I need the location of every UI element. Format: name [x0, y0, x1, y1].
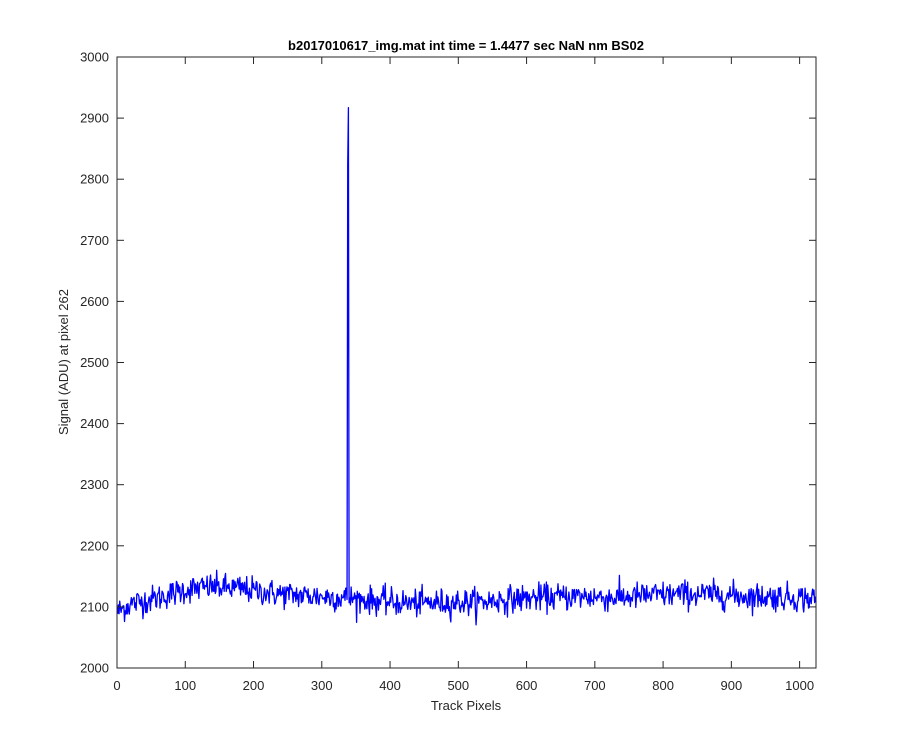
series-line-0: [117, 107, 817, 626]
y-tick-label: 2000: [80, 661, 109, 676]
y-axis-label: Signal (ADU) at pixel 262: [56, 289, 71, 435]
chart-title: b2017010617_img.mat int time = 1.4477 se…: [288, 38, 644, 53]
x-tick-label: 200: [243, 678, 265, 693]
y-tick-label: 2500: [80, 355, 109, 370]
y-tick-label: 2900: [80, 111, 109, 126]
y-axis-ticks: 2000 2100 2200 2300 2400 2500 2600 2700 2800 2900…: [80, 50, 816, 676]
y-tick-label: 2100: [80, 599, 109, 614]
x-tick-label: 1000: [785, 678, 814, 693]
x-tick-label: 500: [447, 678, 469, 693]
x-tick-label: 800: [652, 678, 674, 693]
x-tick-label: 100: [174, 678, 196, 693]
y-tick-label: 3000: [80, 50, 109, 65]
y-tick-label: 2300: [80, 477, 109, 492]
data-layer: [117, 107, 817, 626]
x-axis-label: Track Pixels: [431, 698, 502, 713]
x-tick-label: 300: [311, 678, 333, 693]
x-axis-ticks: 0 100 200 300 400 500 600 700 800 900 1000: [113, 57, 814, 693]
x-tick-label: 400: [379, 678, 401, 693]
x-tick-label: 600: [516, 678, 538, 693]
x-tick-label: 0: [113, 678, 120, 693]
y-tick-label: 2600: [80, 294, 109, 309]
x-tick-label: 700: [584, 678, 606, 693]
y-tick-label: 2700: [80, 233, 109, 248]
y-tick-label: 2400: [80, 416, 109, 431]
x-tick-label: 900: [721, 678, 743, 693]
y-tick-label: 2800: [80, 172, 109, 187]
plot-area-background: [117, 57, 816, 668]
y-tick-label: 2200: [80, 538, 109, 553]
